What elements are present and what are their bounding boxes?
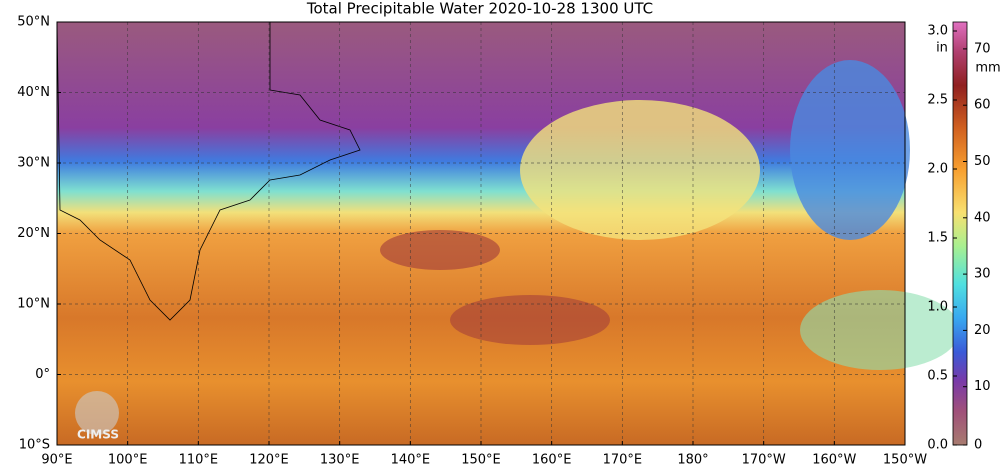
in-tick-label: 1.0: [927, 300, 948, 315]
colorbar: in mm 0.0 0.5 1.0 1.5 2.0 2.5 3.0 0 10 20 30 40 50 60…: [927, 21, 1001, 453]
lon-label: 170°W: [742, 453, 786, 468]
colorbar-scale: [952, 21, 968, 446]
wet-region: [450, 295, 610, 345]
in-tick-label: 0.5: [927, 369, 948, 384]
lon-label: 130°E: [320, 453, 360, 468]
dry-region: [790, 60, 910, 240]
lon-label: 150°E: [461, 453, 501, 468]
logo-emblem: [75, 391, 119, 435]
mm-tick-label: 10: [974, 379, 991, 394]
lon-label: 140°E: [391, 453, 431, 468]
lon-label: 160°E: [532, 453, 572, 468]
lon-label: 150°W: [883, 453, 927, 468]
lat-label: 50°N: [17, 15, 50, 30]
lon-label: 180°: [677, 453, 708, 468]
graticule: [57, 22, 905, 445]
moist-plume: [520, 100, 760, 240]
title: Total Precipitable Water 2020-10-28 1300…: [306, 0, 653, 18]
wet-region: [380, 230, 500, 270]
mm-tick-label: 50: [974, 154, 991, 169]
lat-label: 40°N: [17, 85, 50, 100]
lat-label: 20°N: [17, 226, 50, 241]
mm-label: mm: [975, 61, 1000, 76]
lon-label: 90°E: [41, 453, 72, 468]
mm-tick-label: 40: [974, 210, 991, 225]
map: CIMSS: [56, 21, 960, 446]
in-tick-label: 0.0: [927, 438, 948, 453]
mm-tick-label: 60: [974, 98, 991, 113]
lat-label: 0°: [35, 367, 50, 382]
in-tick-label: 3.0: [927, 24, 948, 39]
mm-tick-label: 0: [974, 438, 982, 453]
mm-tick-label: 20: [974, 323, 991, 338]
mm-tick-label: 70: [974, 41, 991, 56]
in-tick-label: 2.0: [927, 162, 948, 177]
logo: CIMSS: [77, 428, 119, 442]
lat-label: 30°N: [17, 156, 50, 171]
in-tick-label: 2.5: [927, 93, 948, 108]
in-label: in: [936, 41, 948, 56]
mm-tick-label: 30: [974, 267, 991, 282]
coastline: [56, 21, 361, 321]
lon-label: 170°E: [603, 453, 643, 468]
moist-region: [800, 290, 960, 370]
lat-label: 10°N: [17, 297, 50, 312]
in-tick-label: 1.5: [927, 231, 948, 246]
lon-label: 120°E: [249, 453, 289, 468]
lon-label: 110°E: [179, 453, 219, 468]
lat-label: 10°S: [19, 438, 50, 453]
lon-label: 100°E: [108, 453, 148, 468]
lon-label: 160°W: [812, 453, 856, 468]
